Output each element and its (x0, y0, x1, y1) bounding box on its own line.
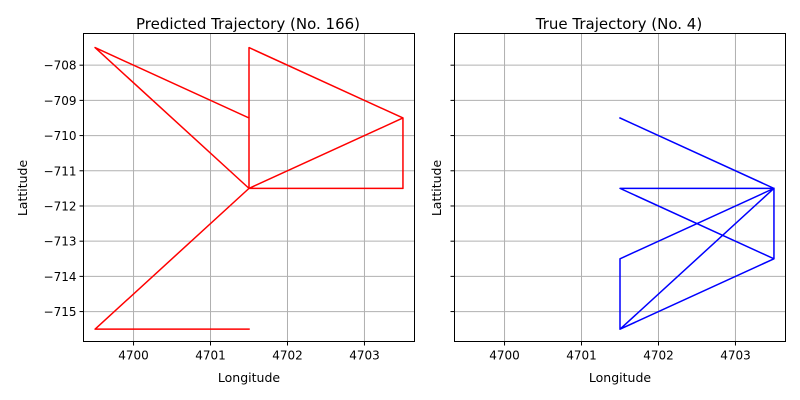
y-tick-label: −710 (44, 129, 77, 143)
trajectory-line (619, 116, 775, 330)
predicted-trajectory-panel: Predicted Trajectory (No. 166) 4700 4701 4… (15, 15, 415, 385)
x-tick-label: 4702 (272, 349, 303, 363)
chart-title: True Trajectory (No. 4) (535, 15, 702, 33)
x-tick-label: 4702 (643, 349, 674, 363)
y-tick-label: −709 (44, 94, 77, 108)
x-axis-label: Longitude (218, 370, 280, 385)
x-tick-label: 4703 (349, 349, 380, 363)
y-axis-label: Lattitude (15, 160, 30, 217)
y-tick-label: −713 (44, 235, 77, 249)
x-axis-label: Longitude (589, 370, 651, 385)
trajectory-line (94, 46, 404, 330)
x-tick-label: 4701 (566, 349, 597, 363)
x-tick-label: 4703 (720, 349, 751, 363)
x-tick-label: 4700 (489, 349, 520, 363)
plot-frame (454, 33, 786, 342)
plot-frame (83, 33, 415, 342)
x-tick-label: 4701 (195, 349, 226, 363)
x-tick-label: 4700 (118, 349, 149, 363)
y-tick-label: −714 (44, 270, 77, 284)
y-tick-label: −711 (44, 164, 77, 178)
true-trajectory-panel: True Trajectory (No. 4) 4700 4701 4702 4703… (429, 15, 786, 385)
y-tick-label: −708 (44, 59, 77, 73)
y-tick-label: −715 (44, 305, 77, 319)
chart-title: Predicted Trajectory (No. 166) (136, 15, 360, 33)
y-tick-label: −712 (44, 199, 77, 213)
y-axis-label: Lattitude (429, 160, 444, 217)
